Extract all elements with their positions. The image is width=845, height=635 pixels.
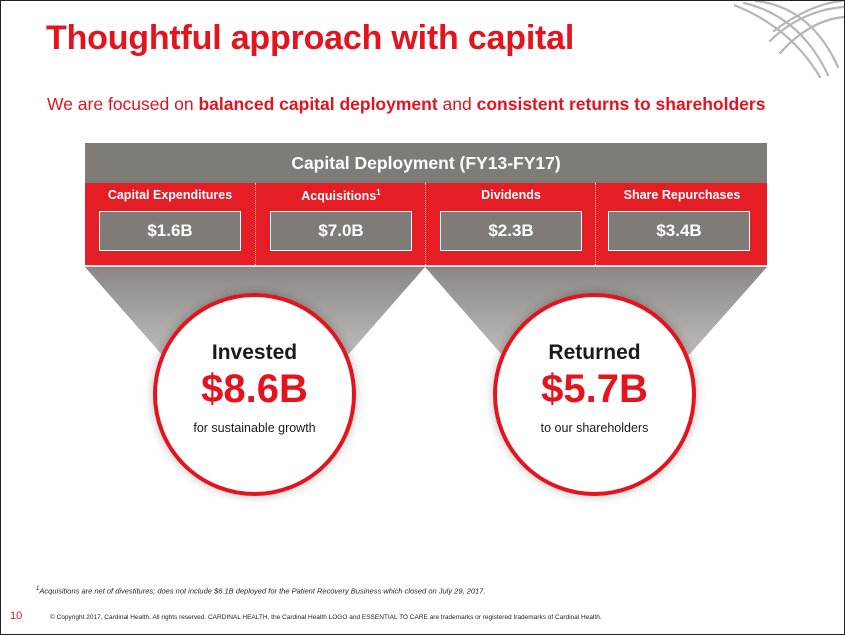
invested-heading: Invested (211, 341, 298, 364)
column-acquisitions: Acquisitions1 $7.0B (255, 183, 426, 265)
returned-circle: Returned $5.7B to our shareholders (493, 293, 696, 496)
column-label: Capital Expenditures (107, 188, 233, 202)
returned-heading: Returned (548, 341, 641, 364)
column-value: $2.3B (440, 211, 582, 251)
invested-circle: Invested $8.6B for sustainable growth (153, 293, 356, 496)
column-dividends: Dividends $2.3B (425, 183, 596, 265)
slide-subtitle: We are focused on balanced capital deplo… (47, 94, 765, 115)
panel-header: Capital Deployment (FY13-FY17) (85, 143, 767, 183)
invested-caption: for sustainable growth (193, 421, 316, 435)
footnote-marker: 1 (36, 586, 40, 592)
column-value: $1.6B (99, 211, 241, 251)
capital-deployment-panel: Capital Deployment (FY13-FY17) Capital E… (85, 143, 767, 267)
subtitle-emphasis-2: consistent returns to shareholders (476, 94, 766, 114)
footnote-ref: 1 (376, 188, 381, 197)
column-label: Share Repurchases (623, 188, 741, 202)
invested-amount: $8.6B (201, 367, 308, 411)
returned-amount: $5.7B (541, 367, 648, 411)
returned-caption: to our shareholders (540, 421, 649, 435)
subtitle-emphasis-1: balanced capital deployment (198, 94, 438, 114)
corner-swoosh-graphic (734, 1, 844, 79)
subtitle-text-2: and (437, 94, 477, 114)
column-value: $7.0B (270, 211, 412, 251)
column-value: $3.4B (608, 211, 750, 251)
slide-title: Thoughtful approach with capital (46, 19, 575, 57)
column-label: Acquisitions1 (256, 188, 426, 203)
footnote-text: Acquisitions are net of divestitures; do… (39, 586, 486, 596)
subtitle-text-1: We are focused on (47, 94, 199, 114)
deployment-columns: Capital Expenditures $1.6B Acquisitions1… (85, 183, 767, 265)
copyright-notice: © Copyright 2017, Cardinal Health. All r… (50, 614, 602, 621)
column-label: Dividends (481, 188, 541, 202)
page-number: 10 (10, 610, 23, 622)
acquisitions-label: Acquisitions (301, 189, 377, 204)
footnote: 1Acquisitions are net of divestitures; d… (36, 586, 485, 596)
column-share-repurchases: Share Repurchases $3.4B (595, 183, 768, 265)
column-capital-expenditures: Capital Expenditures $1.6B (85, 183, 255, 265)
